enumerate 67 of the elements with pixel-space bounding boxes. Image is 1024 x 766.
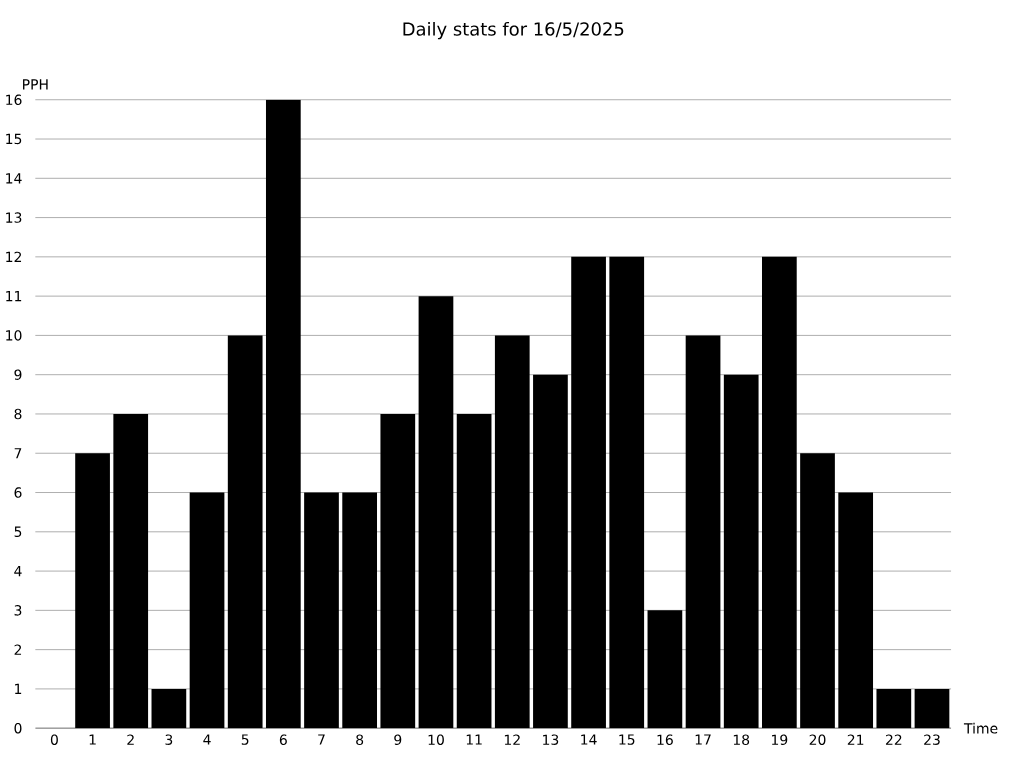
y-tick-label: 2 bbox=[14, 644, 22, 655]
bar bbox=[418, 296, 454, 729]
x-tick-label: 13 bbox=[543, 734, 559, 745]
x-tick-label: 20 bbox=[809, 734, 826, 745]
x-tick-label: 18 bbox=[733, 734, 750, 745]
y-tick-label: 9 bbox=[14, 369, 22, 380]
x-tick-label: 5 bbox=[241, 734, 249, 745]
y-tick-label: 11 bbox=[6, 291, 22, 302]
bar bbox=[380, 413, 416, 729]
x-tick-label: 0 bbox=[50, 734, 58, 745]
y-tick-label: 10 bbox=[6, 330, 22, 341]
bar bbox=[876, 688, 912, 729]
y-tick-label: 14 bbox=[6, 173, 22, 184]
y-tick-label: 4 bbox=[14, 565, 22, 577]
bar bbox=[304, 492, 339, 729]
x-tick-label: 10 bbox=[428, 734, 444, 745]
x-tick-label: 6 bbox=[279, 734, 287, 745]
bar bbox=[456, 413, 492, 729]
y-axis-title: PPH bbox=[23, 79, 48, 90]
x-tick-label: 8 bbox=[356, 734, 364, 745]
bar bbox=[265, 99, 301, 729]
x-tick-label: 3 bbox=[165, 734, 173, 745]
y-tick-label: 3 bbox=[14, 605, 22, 616]
bar bbox=[800, 453, 835, 729]
bar bbox=[838, 492, 874, 729]
bar bbox=[342, 492, 378, 729]
x-tick-label: 17 bbox=[695, 734, 711, 745]
bar bbox=[189, 492, 225, 729]
bar bbox=[151, 688, 187, 729]
y-tick-label: 1 bbox=[15, 683, 22, 694]
bar bbox=[609, 256, 645, 729]
x-tick-label: 23 bbox=[924, 734, 940, 745]
bar bbox=[533, 374, 568, 729]
x-axis-title: Time bbox=[963, 722, 998, 734]
bar bbox=[914, 688, 950, 729]
x-tick-label: 15 bbox=[619, 734, 635, 745]
x-tick-label: 19 bbox=[772, 734, 788, 745]
x-tick-label: 7 bbox=[318, 734, 325, 745]
x-tick-label: 16 bbox=[657, 734, 673, 745]
y-tick-label: 7 bbox=[14, 448, 22, 459]
bar bbox=[762, 256, 797, 729]
y-tick-label: 0 bbox=[14, 722, 22, 734]
y-tick-label: 13 bbox=[6, 212, 22, 223]
bar bbox=[227, 335, 263, 729]
bar bbox=[685, 335, 721, 729]
x-tick-label: 21 bbox=[847, 734, 864, 745]
x-tick-label: 1 bbox=[89, 734, 96, 745]
x-tick-label: 22 bbox=[885, 734, 902, 745]
x-tick-label: 9 bbox=[394, 734, 402, 745]
bar bbox=[113, 413, 149, 729]
y-tick-label: 6 bbox=[14, 487, 22, 498]
y-tick-label: 15 bbox=[6, 133, 22, 145]
x-tick-label: 2 bbox=[127, 734, 134, 745]
x-tick-label: 4 bbox=[203, 734, 211, 745]
y-tick-label: 12 bbox=[6, 251, 22, 262]
bar bbox=[571, 256, 606, 729]
x-tick-label: 11 bbox=[466, 734, 482, 745]
y-tick-label: 8 bbox=[14, 408, 22, 420]
bar bbox=[75, 453, 110, 729]
y-tick-label: 16 bbox=[6, 94, 22, 105]
x-tick-label: 12 bbox=[504, 734, 520, 745]
bar bbox=[647, 610, 683, 729]
y-tick-label: 5 bbox=[14, 526, 22, 537]
chart-title: Daily stats for 16/5/2025 bbox=[403, 21, 624, 40]
bar bbox=[494, 335, 530, 729]
bar bbox=[723, 374, 759, 729]
x-tick-label: 14 bbox=[581, 734, 597, 745]
